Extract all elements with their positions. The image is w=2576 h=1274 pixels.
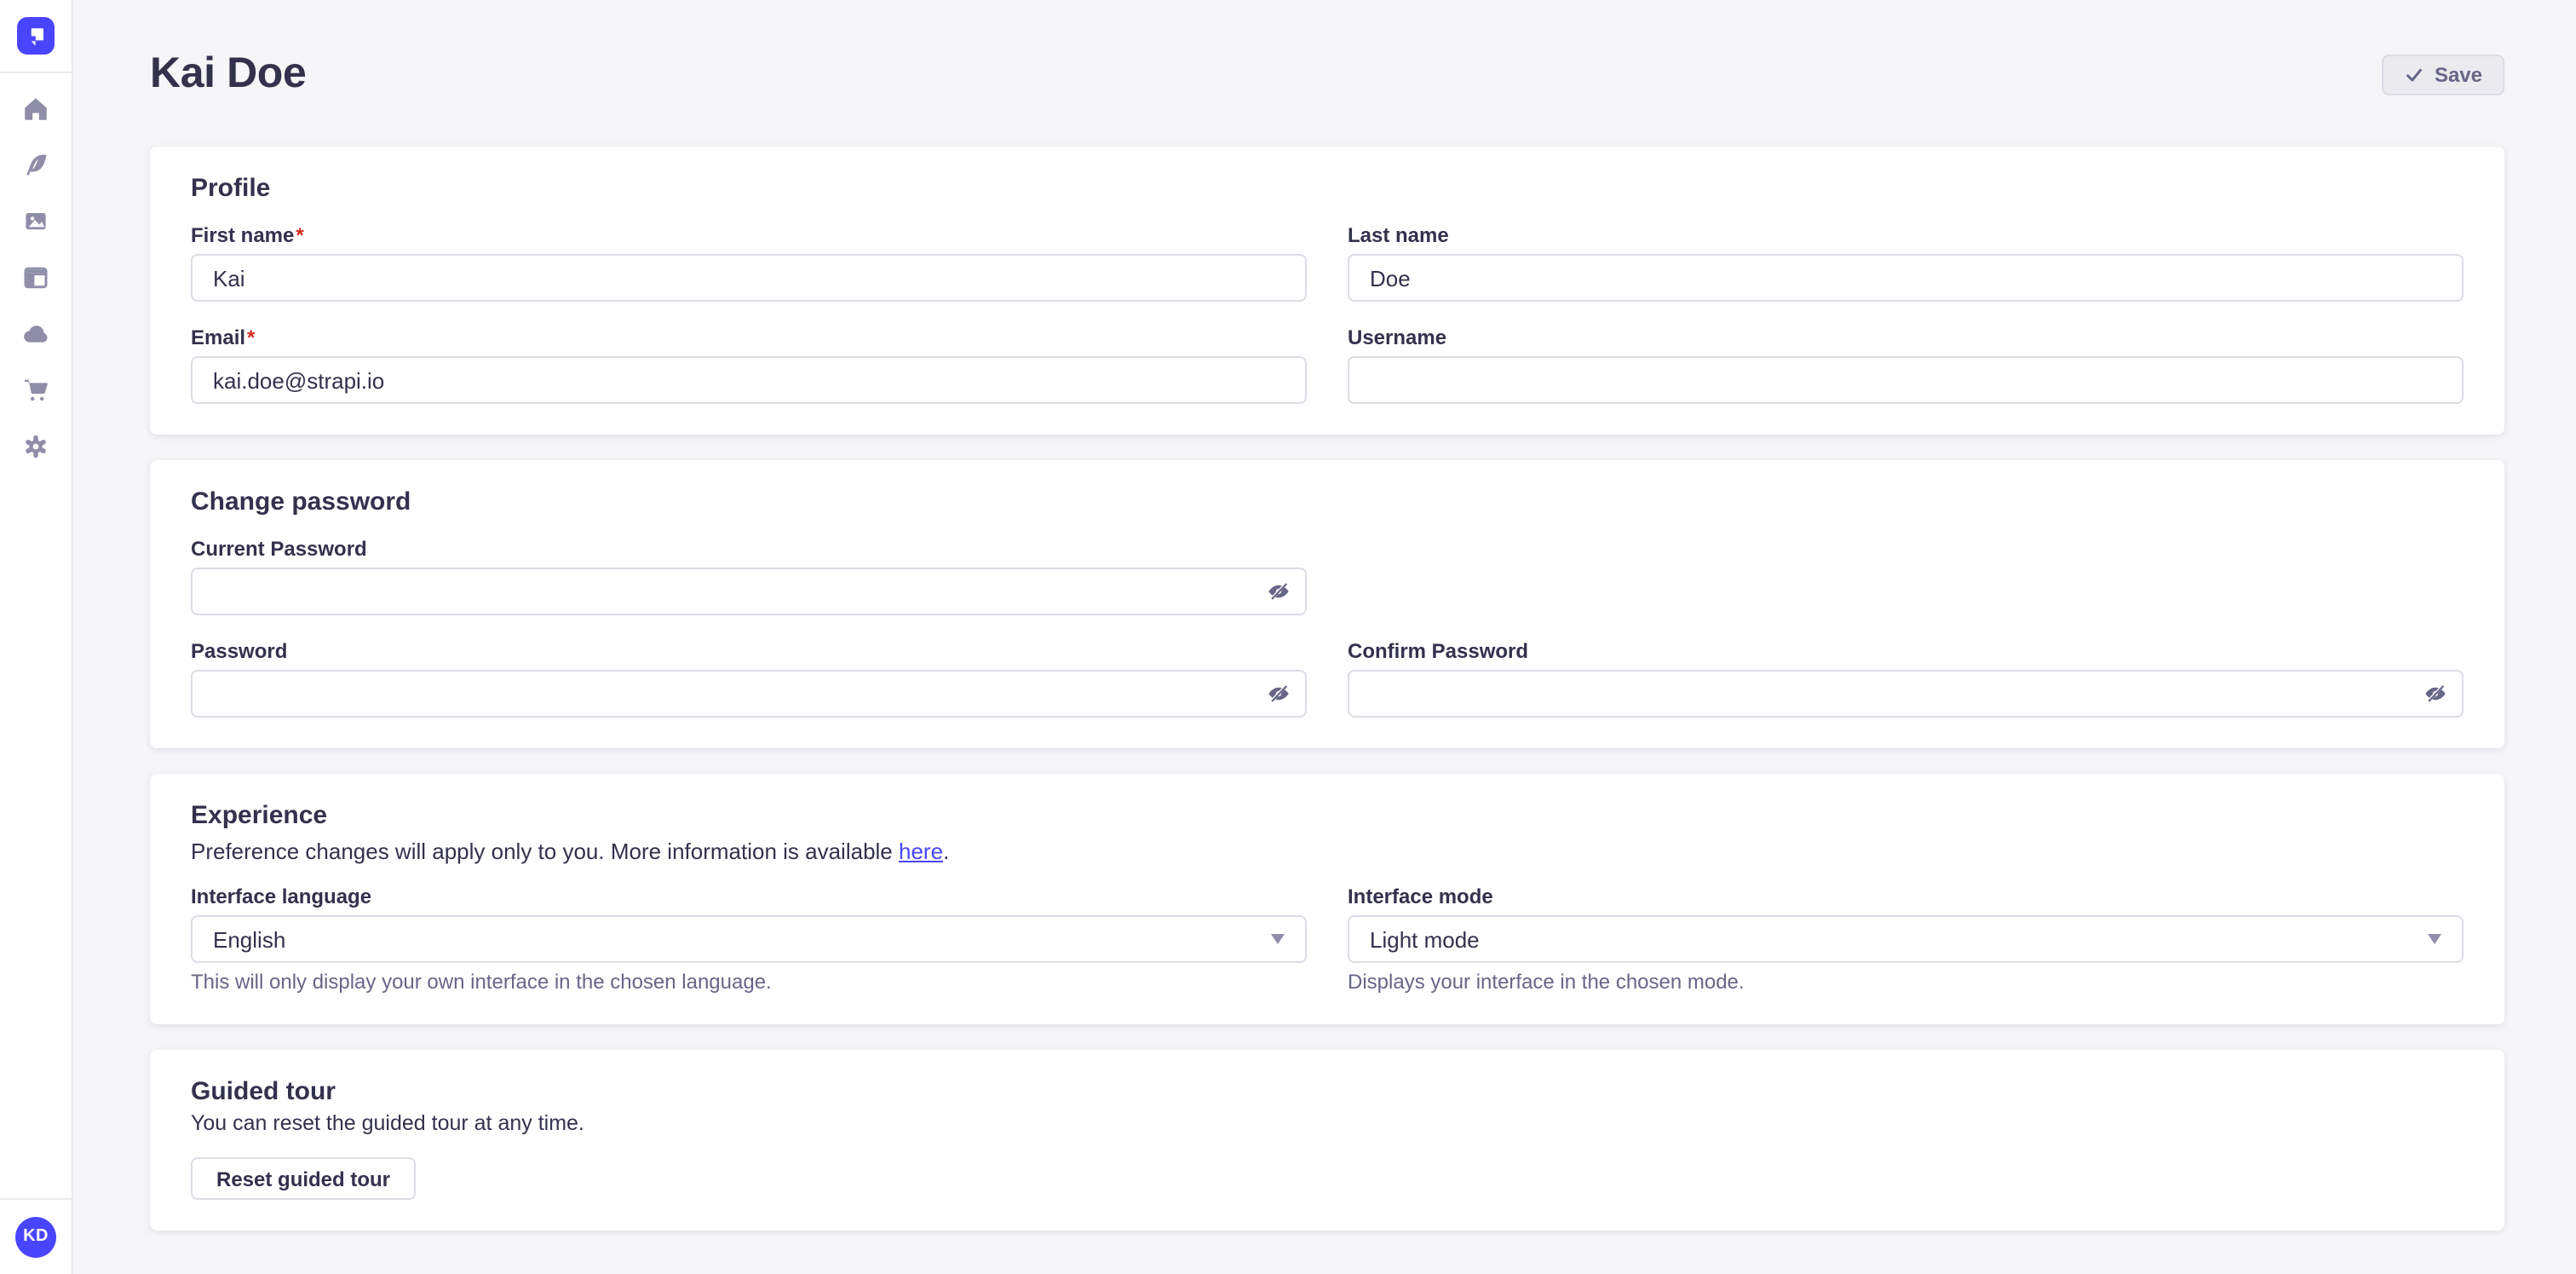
interface-language-hint: This will only display your own interfac… bbox=[191, 970, 772, 994]
save-button-label: Save bbox=[2434, 62, 2482, 86]
home-icon bbox=[22, 95, 49, 123]
first-name-input[interactable] bbox=[191, 254, 1307, 302]
experience-description: Preference changes will apply only to yo… bbox=[191, 839, 950, 864]
email-input[interactable] bbox=[191, 356, 1307, 404]
current-password-input[interactable] bbox=[191, 568, 1307, 615]
sidebar-item-content-type-builder[interactable] bbox=[12, 141, 60, 189]
cloud-icon bbox=[22, 320, 49, 348]
sidebar-item-home[interactable] bbox=[12, 85, 60, 133]
check-icon bbox=[2404, 64, 2424, 84]
interface-mode-select[interactable]: Light mode bbox=[1348, 915, 2464, 963]
change-password-heading: Change password bbox=[191, 487, 411, 516]
sidebar-item-content-manager[interactable] bbox=[12, 254, 60, 302]
toggle-current-password-visibility-button[interactable] bbox=[1266, 579, 1291, 604]
strapi-logo-icon[interactable] bbox=[17, 17, 55, 55]
sidebar-item-settings[interactable] bbox=[12, 423, 60, 470]
password-input[interactable] bbox=[191, 670, 1307, 718]
email-label: Email * bbox=[191, 326, 256, 349]
sidebar-item-media-library[interactable] bbox=[12, 198, 60, 245]
first-name-field: First name * bbox=[191, 223, 1307, 302]
feather-icon bbox=[22, 152, 49, 179]
interface-language-select[interactable]: English bbox=[191, 915, 1307, 963]
current-password-field: Current Password bbox=[191, 537, 1307, 615]
required-mark: * bbox=[247, 326, 256, 349]
interface-mode-label: Interface mode bbox=[1348, 885, 1493, 908]
interface-language-value: English bbox=[213, 926, 286, 952]
interface-mode-field: Interface mode Light mode Displays your … bbox=[1348, 885, 2464, 994]
eye-off-icon bbox=[1266, 582, 1291, 609]
logo-section bbox=[0, 0, 72, 73]
chevron-down-icon bbox=[2428, 934, 2441, 944]
guided-tour-card: Guided tour You can reset the guided tou… bbox=[150, 1050, 2504, 1231]
reset-guided-tour-button[interactable]: Reset guided tour bbox=[191, 1157, 417, 1200]
username-input[interactable] bbox=[1348, 356, 2464, 404]
password-field: Password bbox=[191, 639, 1307, 718]
interface-mode-hint: Displays your interface in the chosen mo… bbox=[1348, 970, 1745, 994]
chevron-down-icon bbox=[1271, 934, 1285, 944]
last-name-input[interactable] bbox=[1348, 254, 2464, 302]
page-header: Kai Doe Save bbox=[150, 0, 2504, 99]
eye-off-icon bbox=[1266, 684, 1291, 712]
confirm-password-input[interactable] bbox=[1348, 670, 2464, 718]
toggle-password-visibility-button[interactable] bbox=[1266, 681, 1291, 706]
eye-off-icon bbox=[2423, 684, 2448, 712]
profile-card: Profile First name* Last name Email bbox=[150, 147, 2504, 435]
experience-heading: Experience bbox=[191, 801, 328, 830]
save-button[interactable]: Save bbox=[2381, 54, 2504, 95]
confirm-password-field: Confirm Password bbox=[1348, 639, 2464, 718]
last-name-field: Last name bbox=[1348, 223, 2464, 302]
username-field: Username bbox=[1348, 326, 2464, 404]
settings-gear-icon bbox=[22, 433, 49, 460]
guided-tour-heading: Guided tour bbox=[191, 1077, 336, 1106]
media-library-icon bbox=[22, 208, 49, 235]
content-manager-icon bbox=[22, 264, 49, 291]
main-content: Kai Doe Save Profile First name * bbox=[73, 0, 2576, 1274]
sidebar: KD bbox=[0, 0, 73, 1274]
sidebar-item-marketplace[interactable] bbox=[12, 366, 60, 414]
confirm-password-label: Confirm Password bbox=[1348, 639, 1529, 663]
current-password-label: Current Password bbox=[191, 537, 367, 561]
change-password-card: Change password Current Password bbox=[150, 460, 2504, 748]
username-label: Username bbox=[1348, 326, 1447, 349]
required-mark: * bbox=[296, 223, 304, 247]
guided-tour-description: You can reset the guided tour at any tim… bbox=[191, 1111, 584, 1135]
email-field: Email * bbox=[191, 326, 1307, 404]
sidebar-item-cloud[interactable] bbox=[12, 310, 60, 358]
password-label: Password bbox=[191, 639, 288, 663]
interface-language-label: Interface language bbox=[191, 885, 372, 908]
profile-heading: Profile bbox=[191, 174, 271, 203]
sidebar-footer: KD bbox=[0, 1197, 72, 1274]
first-name-label: First name * bbox=[191, 223, 304, 247]
last-name-label: Last name bbox=[1348, 223, 1449, 247]
user-avatar[interactable]: KD bbox=[15, 1216, 56, 1257]
more-information-link[interactable]: here bbox=[899, 839, 944, 864]
strapi-logo-glyph bbox=[31, 28, 43, 46]
interface-mode-value: Light mode bbox=[1370, 926, 1480, 952]
marketplace-cart-icon bbox=[22, 377, 49, 404]
page-title: Kai Doe bbox=[150, 49, 307, 97]
interface-language-field: Interface language English This will onl… bbox=[191, 885, 1307, 994]
toggle-confirm-password-visibility-button[interactable] bbox=[2423, 681, 2448, 706]
sidebar-nav bbox=[12, 73, 60, 470]
experience-card: Experience Preference changes will apply… bbox=[150, 774, 2504, 1024]
